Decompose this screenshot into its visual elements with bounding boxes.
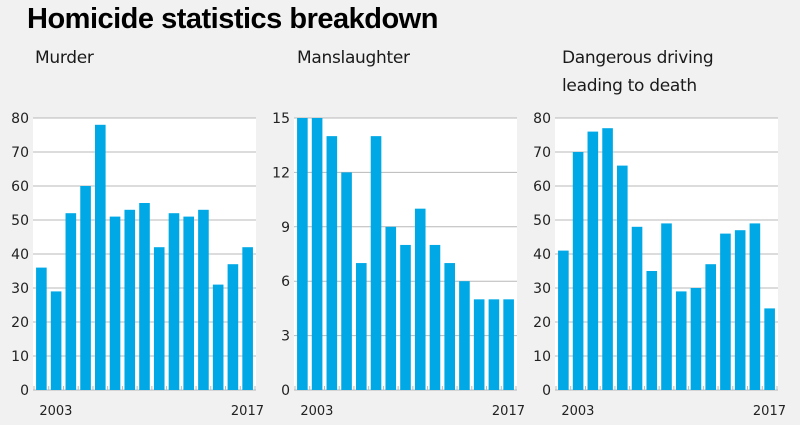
y-tick-label: 70 xyxy=(533,145,551,161)
bar-2007 xyxy=(94,124,106,391)
bar-2005 xyxy=(587,131,599,390)
y-tick-label: 80 xyxy=(533,111,551,127)
bar-2010 xyxy=(400,244,411,390)
bar-2004 xyxy=(311,118,323,390)
bar-2011 xyxy=(675,291,687,390)
chart-manslaughter: 0 3 6 9 12 15 2003 2017 xyxy=(272,111,525,419)
y-tick-label: 10 xyxy=(11,349,29,365)
y-tick-label: 50 xyxy=(11,213,29,229)
x-tick-label: 2003 xyxy=(300,404,333,419)
y-tick-label: 80 xyxy=(11,111,29,127)
bar-2011 xyxy=(153,247,165,390)
x-tick-label: 2017 xyxy=(753,404,786,419)
y-tick-label: 50 xyxy=(533,213,551,229)
y-tick-label: 60 xyxy=(11,179,29,195)
y-tick-label: 12 xyxy=(272,165,290,181)
bar-2006 xyxy=(341,172,352,390)
x-tick-label: 2003 xyxy=(39,404,72,419)
bar-2014 xyxy=(198,209,209,390)
y-tick-label: 70 xyxy=(11,145,29,161)
bar-2013 xyxy=(183,216,195,390)
y-tick-label: 30 xyxy=(11,281,29,297)
bar-2006 xyxy=(80,186,91,390)
y-tick-label: 40 xyxy=(11,247,29,263)
bar-2010 xyxy=(139,203,150,390)
chart-title-dangerous-driving: Dangerous driving leading to death xyxy=(562,44,714,100)
x-tick-label: 2017 xyxy=(231,404,264,419)
chart-title-line: Dangerous driving xyxy=(562,48,714,68)
bar-2012 xyxy=(429,244,441,390)
chart-title-line: Manslaughter xyxy=(297,48,410,68)
y-tick-label: 20 xyxy=(533,315,551,331)
bar-2009 xyxy=(124,209,136,390)
chart-title-line: Murder xyxy=(35,48,94,68)
bar-2014 xyxy=(459,281,470,390)
bar-2016 xyxy=(749,223,761,390)
y-tick-label: 9 xyxy=(281,220,290,236)
y-tick-label: 0 xyxy=(20,383,29,399)
bar-2009 xyxy=(646,271,658,390)
bar-2010 xyxy=(661,223,672,390)
bar-2015 xyxy=(212,284,224,390)
y-tick-label: 3 xyxy=(281,329,290,345)
page-title: Homicide statistics breakdown xyxy=(27,3,438,35)
bar-2012 xyxy=(168,213,180,390)
bar-2005 xyxy=(326,136,338,390)
y-tick-label: 20 xyxy=(11,315,29,331)
y-tick-label: 40 xyxy=(533,247,551,263)
bar-2012 xyxy=(690,288,702,390)
bar-2008 xyxy=(631,226,643,390)
chart-title-line: leading to death xyxy=(562,76,697,96)
bar-2005 xyxy=(65,213,77,390)
x-tick-label: 2003 xyxy=(561,404,594,419)
y-tick-label: 0 xyxy=(542,383,551,399)
bar-2003 xyxy=(297,118,308,390)
bar-2009 xyxy=(385,226,397,390)
bar-2008 xyxy=(109,216,121,390)
bar-2017 xyxy=(242,247,253,390)
chart-murder: 0 10 20 30 40 50 60 70 80 2003 2017 xyxy=(11,111,264,419)
bar-2003 xyxy=(36,267,47,390)
y-tick-label: 15 xyxy=(272,111,290,127)
y-tick-label: 30 xyxy=(533,281,551,297)
bar-2017 xyxy=(503,299,514,390)
bar-2016 xyxy=(488,299,500,390)
bar-2016 xyxy=(227,264,239,390)
bar-2015 xyxy=(734,230,746,390)
bar-2013 xyxy=(444,263,456,390)
bar-2006 xyxy=(602,128,613,390)
chart-title-murder: Murder xyxy=(35,44,94,72)
bar-2008 xyxy=(370,136,382,390)
bar-2013 xyxy=(705,264,717,390)
chart-title-manslaughter: Manslaughter xyxy=(297,44,410,72)
bar-2003 xyxy=(558,250,569,390)
bar-2007 xyxy=(355,263,367,390)
bar-2011 xyxy=(414,208,426,390)
bar-2017 xyxy=(764,308,775,390)
chart-dangerous-driving: 0 10 20 30 40 50 60 70 80 2003 2017 xyxy=(533,111,786,419)
bar-2015 xyxy=(473,299,485,390)
y-tick-label: 6 xyxy=(281,274,290,290)
bar-2007 xyxy=(616,165,628,390)
y-tick-label: 0 xyxy=(281,383,290,399)
y-tick-label: 10 xyxy=(533,349,551,365)
y-tick-label: 60 xyxy=(533,179,551,195)
bar-2014 xyxy=(720,233,731,390)
bar-2004 xyxy=(572,152,584,390)
x-tick-label: 2017 xyxy=(492,404,525,419)
bar-2004 xyxy=(50,291,62,390)
